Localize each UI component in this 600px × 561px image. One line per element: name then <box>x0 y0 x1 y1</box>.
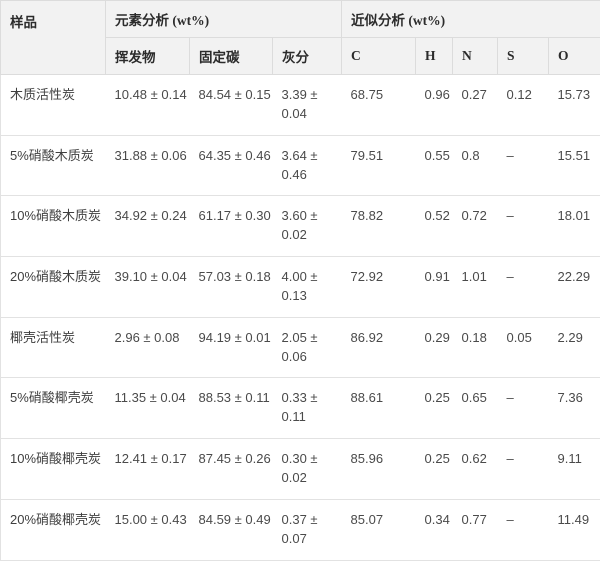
fixed-carbon-value: 88.53 ± 0.11 <box>190 378 273 439</box>
sulfur-value: – <box>498 135 549 196</box>
carbon-value: 86.92 <box>342 317 416 378</box>
sulfur-value: – <box>498 439 549 500</box>
hydrogen-value: 0.91 <box>416 257 453 318</box>
volatile-value: 11.35 ± 0.04 <box>106 378 190 439</box>
sample-name: 5%硝酸木质炭 <box>1 135 106 196</box>
column-header-hydrogen: H <box>416 38 453 75</box>
fixed-carbon-value: 57.03 ± 0.18 <box>190 257 273 318</box>
oxygen-value: 2.29 <box>549 317 600 378</box>
oxygen-value: 15.73 <box>549 75 600 136</box>
column-header-fixed-carbon: 固定碳 <box>190 38 273 75</box>
hydrogen-value: 0.52 <box>416 196 453 257</box>
column-header-sulfur: S <box>498 38 549 75</box>
nitrogen-value: 1.01 <box>453 257 498 318</box>
fixed-carbon-value: 87.45 ± 0.26 <box>190 439 273 500</box>
column-header-carbon: C <box>342 38 416 75</box>
nitrogen-value: 0.72 <box>453 196 498 257</box>
sample-name: 椰壳活性炭 <box>1 317 106 378</box>
ash-value: 0.30 ± 0.02 <box>273 439 342 500</box>
carbon-value: 72.92 <box>342 257 416 318</box>
ash-value: 4.00 ± 0.13 <box>273 257 342 318</box>
table-header: 样品 元素分析 (wt%) 近似分析 (wt%) 挥发物 固定碳 灰分 C H … <box>1 1 600 75</box>
fixed-carbon-value: 84.59 ± 0.49 <box>190 499 273 560</box>
ash-value: 3.64 ± 0.46 <box>273 135 342 196</box>
volatile-value: 2.96 ± 0.08 <box>106 317 190 378</box>
hydrogen-value: 0.55 <box>416 135 453 196</box>
oxygen-value: 11.49 <box>549 499 600 560</box>
sulfur-value: 0.05 <box>498 317 549 378</box>
column-header-nitrogen: N <box>453 38 498 75</box>
hydrogen-value: 0.29 <box>416 317 453 378</box>
sulfur-value: – <box>498 378 549 439</box>
carbon-value: 88.61 <box>342 378 416 439</box>
table-header-group-row: 样品 元素分析 (wt%) 近似分析 (wt%) <box>1 1 600 38</box>
fixed-carbon-value: 84.54 ± 0.15 <box>190 75 273 136</box>
carbon-value: 78.82 <box>342 196 416 257</box>
volatile-value: 12.41 ± 0.17 <box>106 439 190 500</box>
hydrogen-value: 0.34 <box>416 499 453 560</box>
column-header-volatile: 挥发物 <box>106 38 190 75</box>
nitrogen-value: 0.65 <box>453 378 498 439</box>
sample-name: 5%硝酸椰壳炭 <box>1 378 106 439</box>
volatile-value: 10.48 ± 0.14 <box>106 75 190 136</box>
nitrogen-value: 0.77 <box>453 499 498 560</box>
carbon-value: 85.07 <box>342 499 416 560</box>
nitrogen-value: 0.62 <box>453 439 498 500</box>
fixed-carbon-value: 94.19 ± 0.01 <box>190 317 273 378</box>
hydrogen-value: 0.25 <box>416 439 453 500</box>
sample-name: 10%硝酸椰壳炭 <box>1 439 106 500</box>
volatile-value: 31.88 ± 0.06 <box>106 135 190 196</box>
sulfur-value: – <box>498 499 549 560</box>
nitrogen-value: 0.27 <box>453 75 498 136</box>
sample-name: 20%硝酸木质炭 <box>1 257 106 318</box>
sulfur-value: 0.12 <box>498 75 549 136</box>
column-header-oxygen: O <box>549 38 600 75</box>
ash-value: 3.39 ± 0.04 <box>273 75 342 136</box>
fixed-carbon-value: 61.17 ± 0.30 <box>190 196 273 257</box>
oxygen-value: 22.29 <box>549 257 600 318</box>
fixed-carbon-value: 64.35 ± 0.46 <box>190 135 273 196</box>
sample-name: 20%硝酸椰壳炭 <box>1 499 106 560</box>
column-group-header-elemental: 元素分析 (wt%) <box>106 1 342 38</box>
oxygen-value: 7.36 <box>549 378 600 439</box>
column-header-sample: 样品 <box>1 1 106 75</box>
volatile-value: 39.10 ± 0.04 <box>106 257 190 318</box>
carbon-value: 68.75 <box>342 75 416 136</box>
oxygen-value: 15.51 <box>549 135 600 196</box>
volatile-value: 15.00 ± 0.43 <box>106 499 190 560</box>
hydrogen-value: 0.25 <box>416 378 453 439</box>
table-container: 样品 元素分析 (wt%) 近似分析 (wt%) 挥发物 固定碳 灰分 C H … <box>0 0 600 505</box>
ash-value: 0.37 ± 0.07 <box>273 499 342 560</box>
sample-name: 10%硝酸木质炭 <box>1 196 106 257</box>
volatile-value: 34.92 ± 0.24 <box>106 196 190 257</box>
ash-value: 3.60 ± 0.02 <box>273 196 342 257</box>
sulfur-value: – <box>498 196 549 257</box>
ash-value: 2.05 ± 0.06 <box>273 317 342 378</box>
oxygen-value: 9.11 <box>549 439 600 500</box>
carbon-value: 79.51 <box>342 135 416 196</box>
sulfur-value: – <box>498 257 549 318</box>
nitrogen-value: 0.8 <box>453 135 498 196</box>
column-group-header-proximate: 近似分析 (wt%) <box>342 1 600 38</box>
nitrogen-value: 0.18 <box>453 317 498 378</box>
sample-name: 木质活性炭 <box>1 75 106 136</box>
oxygen-value: 18.01 <box>549 196 600 257</box>
column-header-ash: 灰分 <box>273 38 342 75</box>
ash-value: 0.33 ± 0.11 <box>273 378 342 439</box>
hydrogen-value: 0.96 <box>416 75 453 136</box>
carbon-value: 85.96 <box>342 439 416 500</box>
